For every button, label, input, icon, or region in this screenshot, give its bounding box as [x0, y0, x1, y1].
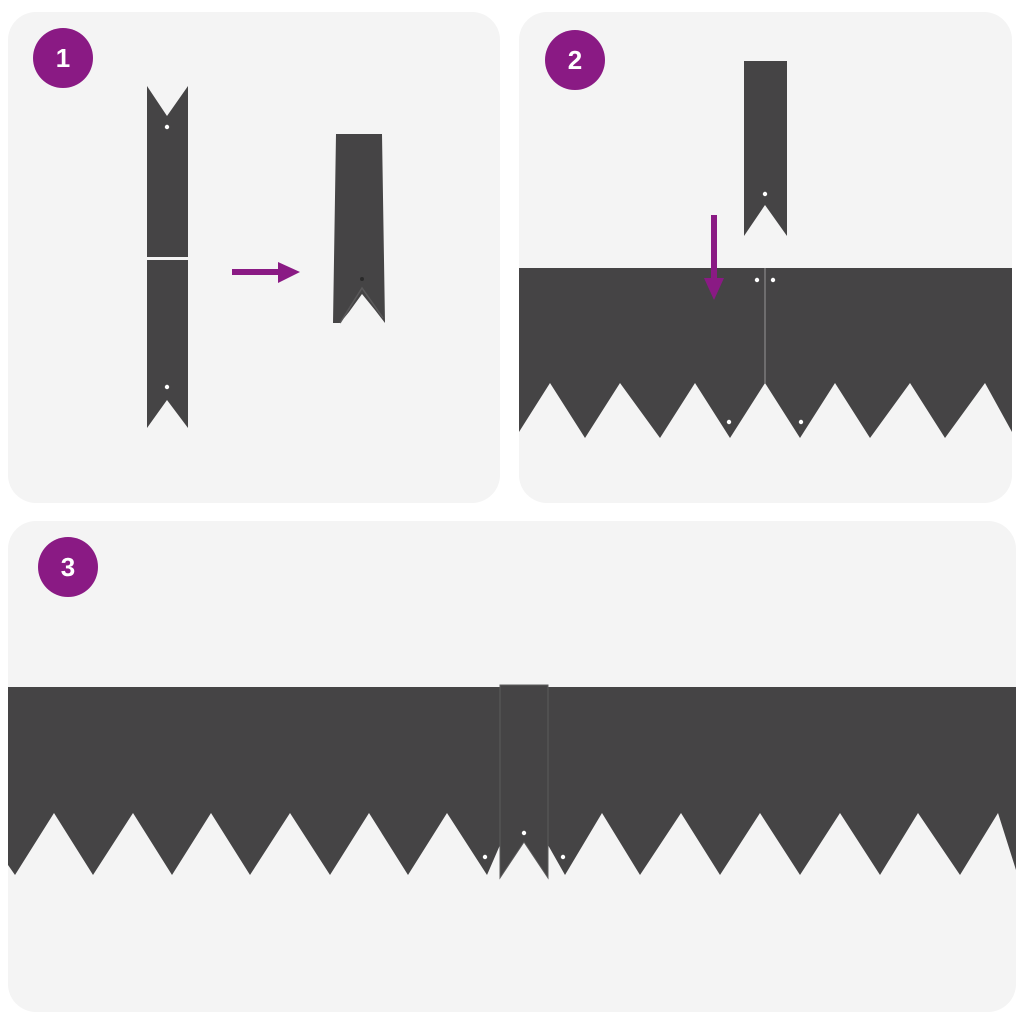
stake-hole: [164, 384, 170, 390]
panel-hole: [798, 419, 804, 425]
stake-hole: [762, 191, 768, 197]
step-3-number: 3: [61, 552, 75, 582]
arrow-down-icon: [704, 215, 724, 300]
step-2-panel: 2: [519, 12, 1012, 503]
stake-hole: [521, 830, 527, 836]
panel-hole: [560, 854, 566, 860]
panel-hole: [726, 419, 732, 425]
step-1-background: [8, 12, 500, 503]
stake-hole: [164, 124, 170, 130]
stake: [744, 61, 787, 236]
step-2-number: 2: [568, 45, 582, 75]
panel-hole: [482, 854, 488, 860]
folded-stake-edge: [339, 286, 384, 324]
step-1-number: 1: [56, 43, 70, 73]
stake-hole: [360, 277, 364, 281]
connecting-stake: [499, 684, 549, 880]
panel-hole: [770, 277, 776, 283]
stake-lower-half: [147, 260, 188, 428]
step-3-panel: 3: [8, 521, 1016, 1012]
panel-hole: [754, 277, 760, 283]
folded-stake: [333, 134, 385, 323]
step-1-panel: 1: [8, 12, 500, 503]
step-1-badge: [33, 28, 93, 88]
step-3-badge: [38, 537, 98, 597]
arrow-right-icon: [232, 262, 300, 283]
step-2-badge: [545, 30, 605, 90]
stake-upper-half: [147, 86, 188, 257]
